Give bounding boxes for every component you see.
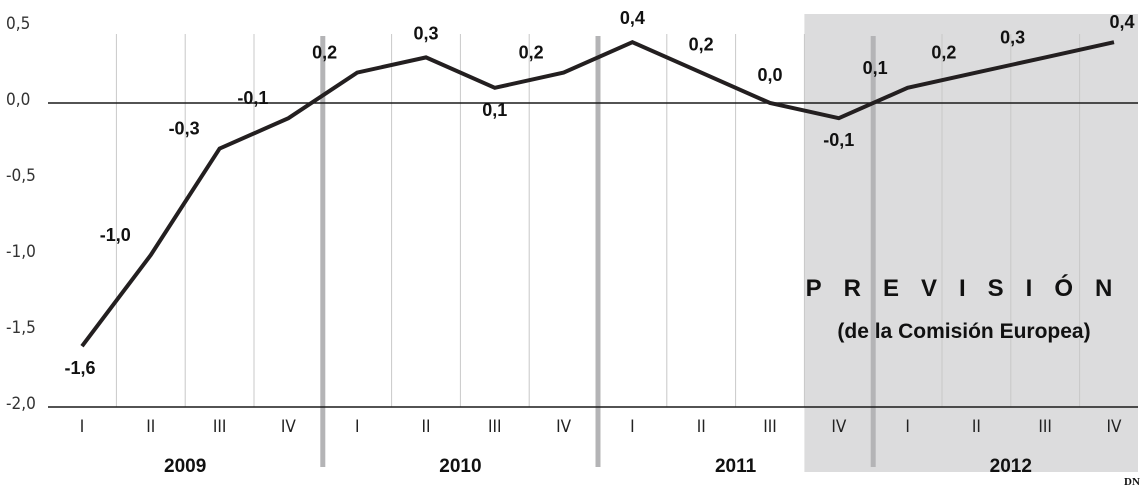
data-label: 0,1 bbox=[863, 58, 888, 78]
data-label: 0,3 bbox=[413, 23, 438, 43]
quarter-label: II bbox=[697, 417, 706, 437]
quarter-label: II bbox=[146, 417, 155, 437]
y-tick-label: -2,0 bbox=[6, 394, 36, 414]
year-dividers bbox=[320, 36, 876, 467]
data-label: 0,1 bbox=[482, 100, 507, 120]
y-axis-ticks: 0,5 0,0 -0,5 -1,0 -1,5 -2,0 bbox=[6, 14, 36, 414]
quarter-label: I bbox=[355, 417, 360, 437]
y-tick-label: 0,5 bbox=[6, 14, 30, 34]
data-labels: -1,6 -1,0 -0,3 -0,1 0,2 0,3 0,1 0,2 0,4 0,2 0,0 -0,… bbox=[64, 8, 1134, 378]
quarter-label: III bbox=[763, 417, 777, 437]
data-label: -1,0 bbox=[100, 225, 131, 245]
source-label: DN bbox=[1124, 476, 1140, 488]
y-tick-label: -1,5 bbox=[6, 318, 36, 338]
quarter-label: IV bbox=[831, 417, 847, 437]
forecast-shade bbox=[804, 14, 1138, 472]
year-label: 2012 bbox=[990, 456, 1032, 477]
quarter-label: I bbox=[630, 417, 635, 437]
quarter-label: IV bbox=[281, 417, 297, 437]
data-label: 0,2 bbox=[931, 43, 956, 63]
forecast-subtitle: (de la Comisión Europea) bbox=[837, 320, 1090, 343]
data-label: 0,2 bbox=[689, 35, 714, 55]
data-label: -0,3 bbox=[169, 119, 200, 139]
year-label: 2010 bbox=[439, 456, 481, 477]
quarter-label: IV bbox=[1107, 417, 1123, 437]
quarter-label: III bbox=[213, 417, 227, 437]
quarter-label: I bbox=[80, 417, 85, 437]
data-label: 0,0 bbox=[757, 65, 782, 85]
y-tick-label: -1,0 bbox=[6, 242, 36, 262]
data-label: 0,2 bbox=[519, 43, 544, 63]
data-label: 0,4 bbox=[1109, 12, 1134, 32]
data-label: -0,1 bbox=[823, 130, 854, 150]
quarter-label: II bbox=[972, 417, 981, 437]
year-labels: 2009 2010 2011 2012 bbox=[164, 456, 1032, 477]
quarter-label: III bbox=[488, 417, 502, 437]
y-tick-label: 0,0 bbox=[6, 90, 30, 110]
quarter-label: II bbox=[421, 417, 430, 437]
quarter-labels: I II III IV I II III IV I II III IV I II III IV bbox=[80, 417, 1122, 437]
data-line bbox=[80, 40, 1115, 348]
year-label: 2011 bbox=[715, 456, 757, 477]
quarter-label: III bbox=[1038, 417, 1052, 437]
quarter-label: I bbox=[905, 417, 910, 437]
data-label: -0,1 bbox=[237, 88, 268, 108]
y-tick-label: -0,5 bbox=[6, 166, 36, 186]
forecast-title: PREVISIÓN bbox=[806, 274, 1135, 302]
data-label: -1,6 bbox=[64, 358, 95, 378]
data-label: 0,2 bbox=[312, 43, 337, 63]
vertical-grid bbox=[115, 34, 1081, 407]
data-label: 0,3 bbox=[1000, 27, 1025, 47]
quarter-label: IV bbox=[556, 417, 572, 437]
year-label: 2009 bbox=[164, 456, 206, 477]
data-label: 0,4 bbox=[620, 8, 645, 28]
